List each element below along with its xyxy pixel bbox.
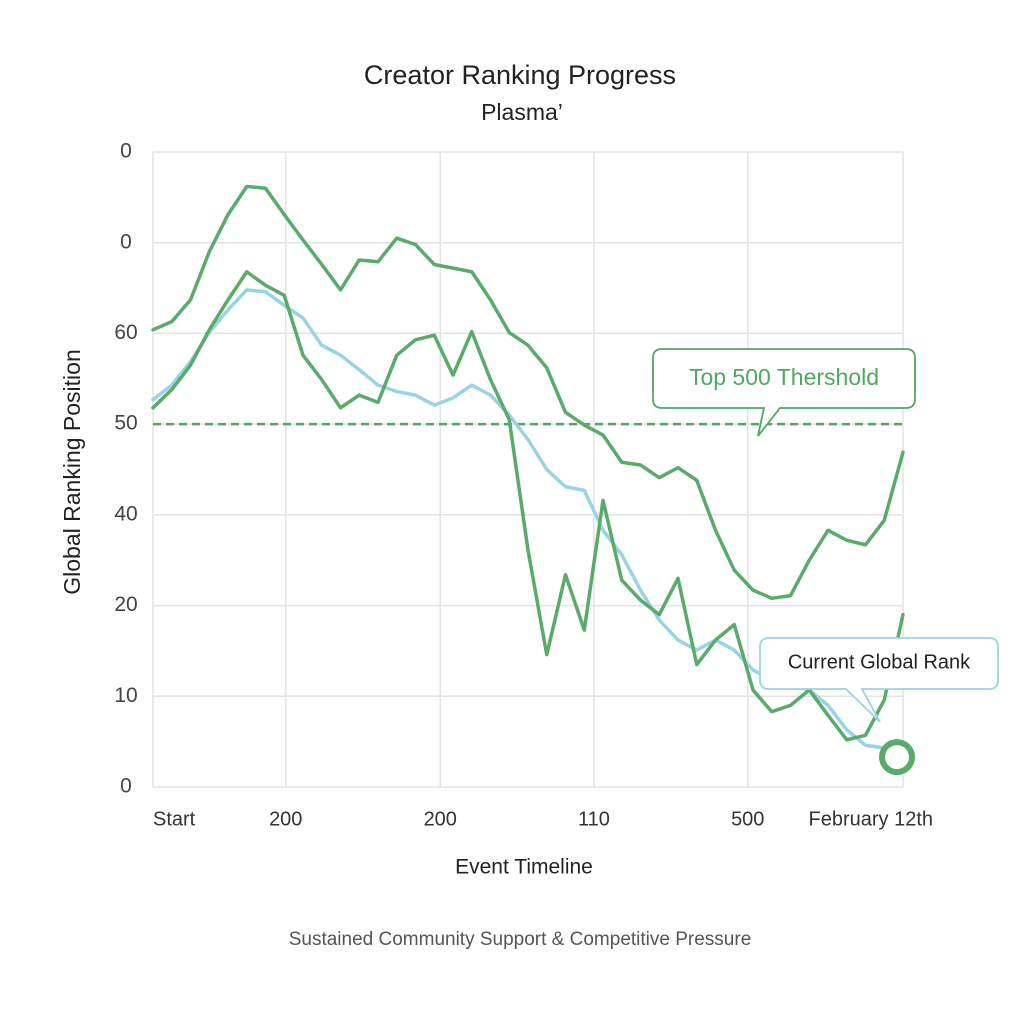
series-line <box>151 184 905 601</box>
x-axis-label: Event Timeline <box>455 856 593 879</box>
y-tick-label: 60 <box>114 321 137 344</box>
y-tick-label: 0 <box>120 140 132 163</box>
y-tick-label: 40 <box>114 502 137 525</box>
chart-subtitle: Plasma’ <box>481 99 563 125</box>
x-tick-label: Start <box>153 808 196 830</box>
y-tick-label: 50 <box>114 412 137 435</box>
current-label: Current Global Rank <box>788 651 971 673</box>
x-tick-label: 500 <box>731 808 764 830</box>
y-tick-label: 20 <box>114 593 137 616</box>
current-marker <box>879 739 915 776</box>
x-tick-label: February 12th <box>808 808 933 830</box>
y-tick-label: 10 <box>114 684 137 707</box>
footer: Sustained Community Support & Competitiv… <box>289 929 752 950</box>
x-tick-label: 110 <box>578 808 610 830</box>
chart-title: Creator Ranking Progress <box>364 60 676 90</box>
annotations: Top 500 Thershold Current Global Rank <box>652 348 999 723</box>
threshold-callout <box>652 348 916 437</box>
plot: 0 10 20 40 50 60 0 0 Start 200 200 110 500 February 1… <box>114 140 933 831</box>
x-tick-label: 200 <box>424 808 457 830</box>
threshold-label: Top 500 Thershold <box>689 364 879 390</box>
current-callout <box>759 637 999 723</box>
y-axis-label: Global Ranking Position <box>59 349 85 594</box>
x-tick-label: 200 <box>269 808 302 830</box>
series-line <box>151 269 905 742</box>
y-tick-label: 0 <box>120 775 132 798</box>
y-tick-label: 0 <box>120 230 132 253</box>
